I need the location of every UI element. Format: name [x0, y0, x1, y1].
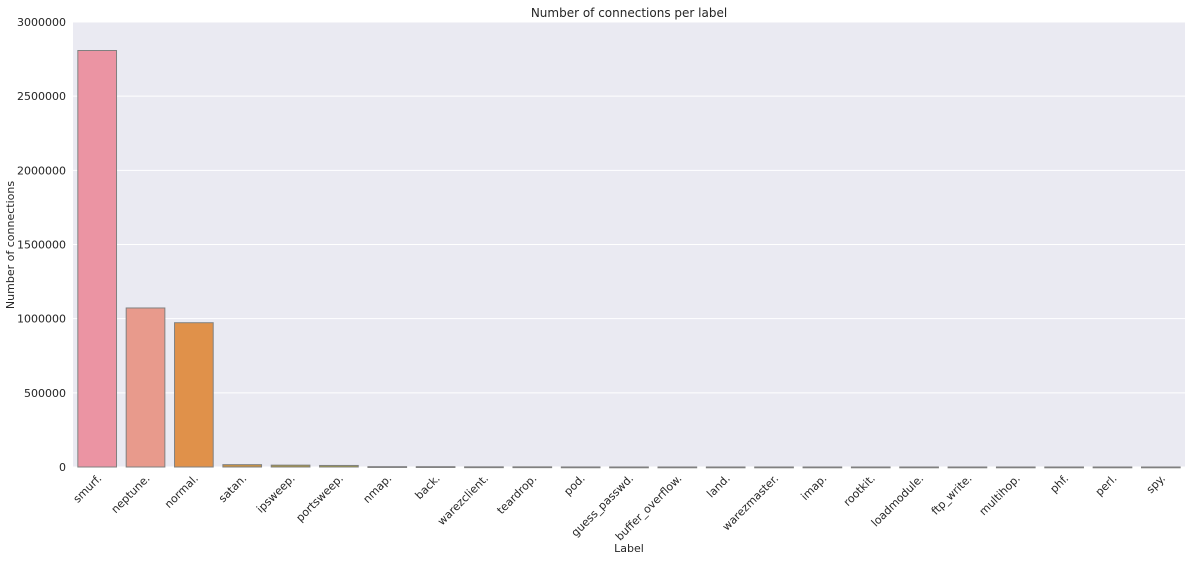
- y-tick-label: 3000000: [17, 16, 66, 29]
- x-tick-label: loadmodule.: [869, 472, 926, 529]
- x-tick-label: imap.: [798, 472, 829, 503]
- bar: [319, 464, 359, 468]
- bar: [754, 466, 794, 469]
- bar: [947, 466, 988, 469]
- y-tick-label: 2000000: [17, 164, 66, 177]
- y-tick-label: 2500000: [17, 90, 66, 103]
- bar: [1044, 466, 1084, 469]
- bar: [77, 49, 118, 468]
- bar: [174, 322, 214, 468]
- y-tick-label: 0: [59, 461, 66, 474]
- x-tick-label: neptune.: [109, 472, 153, 516]
- x-axis-label: Label: [614, 542, 644, 555]
- x-tick-label: phf.: [1048, 472, 1072, 496]
- x-tick-label: teardrop.: [494, 472, 539, 517]
- x-tick-label: land.: [704, 472, 732, 500]
- bar: [802, 466, 843, 469]
- bar: [705, 466, 746, 469]
- bar: [367, 466, 408, 468]
- y-tick-labels: 0 500000 1000000 1500000 2000000 2500000 30000…: [17, 16, 66, 474]
- x-tick-label: satan.: [216, 472, 249, 505]
- y-tick-label: 1500000: [17, 239, 66, 252]
- x-tick-label: ftp_write.: [929, 472, 975, 518]
- x-tick-label: nmap.: [360, 472, 394, 506]
- bar: [560, 466, 601, 469]
- y-axis-label: Number of connections: [4, 181, 17, 309]
- x-tick-label: rootkit.: [841, 472, 878, 509]
- y-tick-label: 500000: [24, 387, 66, 400]
- bar: [125, 307, 166, 468]
- bar: [512, 466, 553, 469]
- x-tick-label: ipsweep.: [254, 472, 298, 516]
- bar: [609, 466, 649, 469]
- x-tick-label: warezclient.: [435, 472, 491, 528]
- chart-title: Number of connections per label: [531, 6, 727, 20]
- bar: [850, 466, 891, 469]
- bars-group: [77, 49, 1181, 469]
- bar: [270, 464, 311, 468]
- bar: [1140, 466, 1181, 469]
- x-tick-label: multihop.: [977, 472, 1023, 518]
- x-tick-labels: smurf. neptune. normal. satan. ipsweep.ports…: [71, 472, 1168, 543]
- x-tick-label: smurf.: [71, 472, 105, 506]
- y-tick-label: 1000000: [17, 313, 66, 326]
- x-tick-label: portsweep.: [293, 472, 346, 525]
- bar: [222, 464, 263, 468]
- x-tick-label: pod.: [561, 472, 587, 498]
- bar: [415, 466, 456, 468]
- bar: [995, 466, 1036, 469]
- x-tick-label: perl.: [1093, 472, 1120, 499]
- x-tick-label: spy.: [1144, 472, 1168, 496]
- bar: [1092, 466, 1133, 469]
- x-tick-label: back.: [413, 472, 443, 502]
- x-tick-label: normal.: [162, 472, 201, 511]
- bar: [464, 466, 504, 469]
- bar: [657, 466, 698, 469]
- bar: [899, 466, 939, 469]
